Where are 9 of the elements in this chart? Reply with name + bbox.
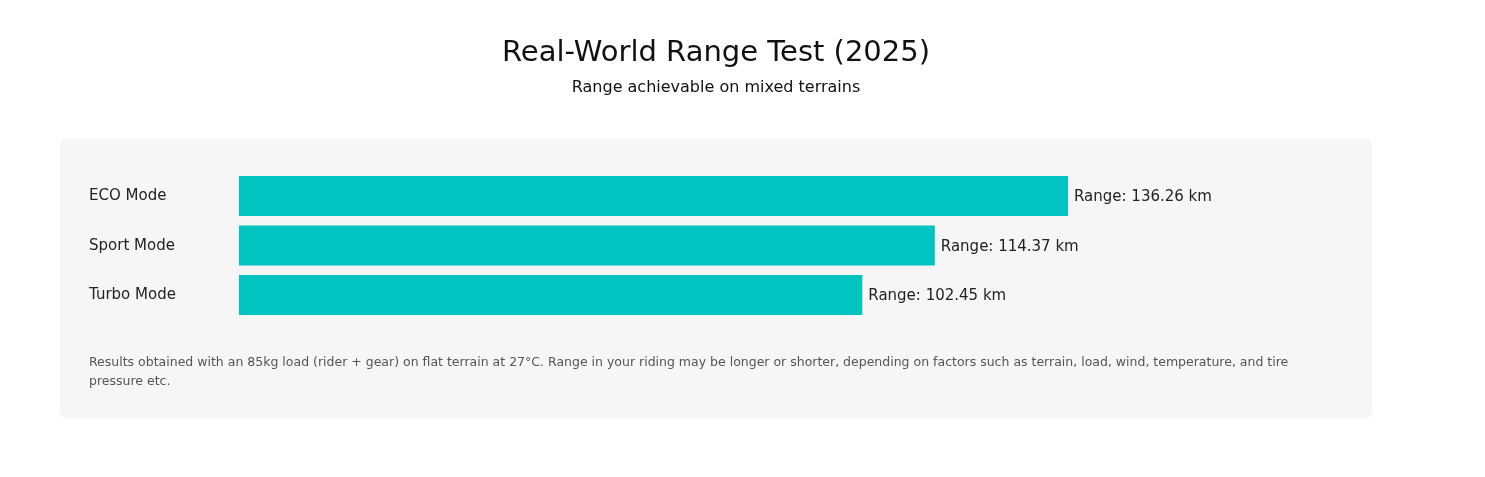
text: Results obtained with an 85kg load (rider + gear) on flat terrain at 27°C. Range in your riding may be longer or shorter, depending on factors such as terrain, load, wind, temperature, and tire pressure etc. (89, 353, 1290, 390)
data-label: Range: 102.45 km (868, 286, 1007, 304)
chart-title: Real-World Range Test (2025) (501, 33, 931, 70)
data-label: Range: 114.37 km (940, 236, 1079, 255)
chart-subtitle: Range achievable on mixed terrains (570, 76, 862, 98)
y-tick-label: ECO Mode (89, 186, 167, 205)
y-tick-label: Sport Mode (89, 235, 175, 254)
data-label: Range: 136.26 km (1074, 187, 1212, 205)
y-tick-label: Turbo Mode (88, 285, 176, 304)
